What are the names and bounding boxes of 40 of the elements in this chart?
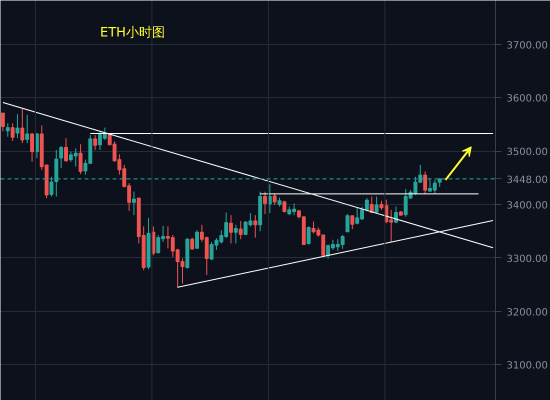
y-tick-label: 3100.00 [506,360,548,372]
candlestick [394,206,398,224]
candlestick [374,196,379,214]
candlestick [380,200,384,210]
ref-line-label: 3448.00 [506,174,548,186]
candlestick [278,197,282,208]
candlestick [132,191,136,216]
candlestick [229,214,233,244]
candlestick [263,191,267,215]
y-tick-label: 3500.00 [506,147,548,158]
candlestick [234,224,238,244]
candlestick [389,209,394,242]
candlestick [16,114,20,139]
candlestick [78,144,83,175]
candlestick [272,192,277,206]
candlestick [93,134,98,151]
candlestick [423,170,428,195]
candlestick [30,132,34,162]
y-tick-label: 3200.00 [506,307,548,318]
text: ETH小时图 [100,26,165,40]
candlestick [6,122,10,138]
candlestick [238,220,243,240]
candlestick [0,112,5,132]
candlestick [346,214,350,233]
candlestick [306,226,311,246]
y-tick-label: 3400.00 [506,200,548,212]
y-tick-label: 3600.00 [506,94,548,105]
candlestick [190,237,194,250]
candlestick [282,200,286,214]
y-tick-label: 3700.00 [506,40,548,52]
candlestick [25,114,30,144]
y-tick-label: 3300.00 [506,254,548,265]
candlestick [195,230,199,250]
candlestick [364,198,369,212]
candlestick [64,138,68,162]
candlestick [350,215,354,230]
candlestick [20,108,24,144]
candlestick [10,122,15,142]
candlestick [253,214,258,238]
candlestick [59,146,64,169]
